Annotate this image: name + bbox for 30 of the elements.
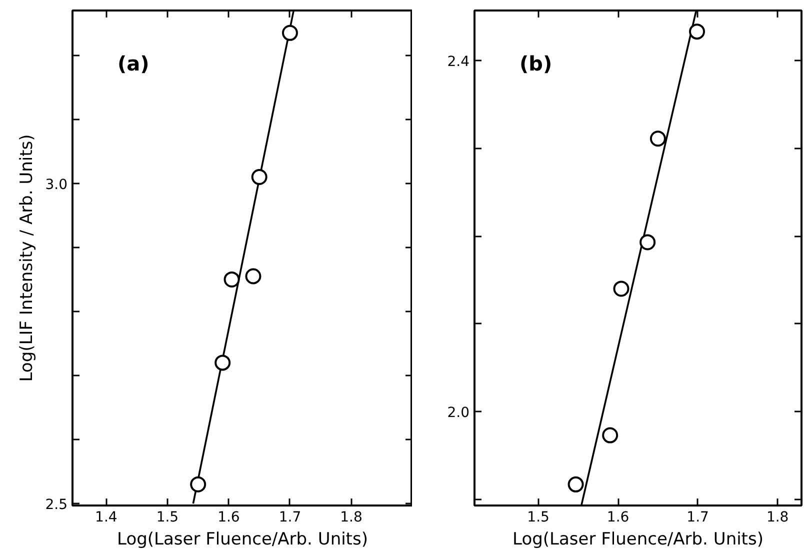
x-tick-label: 1.8 bbox=[766, 510, 789, 526]
x-axis-title: Log(Laser Fluence/Arb. Units) bbox=[512, 530, 764, 550]
y-tick-label: 2.4 bbox=[447, 54, 470, 70]
point bbox=[245, 268, 262, 284]
x-axis-title: Log(Laser Fluence/Arb. Units) bbox=[117, 530, 368, 550]
x-tick-label: 1.6 bbox=[606, 510, 630, 526]
y-tick-label: 2.5 bbox=[45, 497, 68, 514]
x-tick-label: 1.4 bbox=[95, 510, 118, 526]
point bbox=[650, 130, 666, 147]
x-tick-label: 1.6 bbox=[218, 510, 240, 526]
point bbox=[602, 427, 618, 444]
y-tick-label: 3.0 bbox=[45, 176, 68, 193]
point bbox=[640, 234, 656, 250]
annotation: (b) bbox=[520, 52, 552, 76]
annotation: (a) bbox=[118, 52, 150, 76]
point bbox=[568, 476, 584, 492]
x-tick-label: 1.8 bbox=[340, 510, 362, 526]
y-tick-label: 2.0 bbox=[447, 405, 470, 422]
y-axis-title: Log(LIF Intensity / Arb. Units) bbox=[17, 134, 38, 382]
x-tick-label: 1.5 bbox=[156, 510, 179, 526]
point bbox=[224, 271, 240, 288]
point bbox=[613, 280, 630, 297]
point bbox=[251, 169, 268, 185]
point bbox=[689, 24, 706, 40]
point bbox=[214, 354, 231, 371]
x-tick-label: 1.7 bbox=[686, 510, 709, 526]
point bbox=[282, 24, 298, 41]
x-tick-label: 1.7 bbox=[278, 510, 302, 526]
point bbox=[190, 476, 206, 492]
x-tick-label: 1.5 bbox=[527, 510, 550, 526]
